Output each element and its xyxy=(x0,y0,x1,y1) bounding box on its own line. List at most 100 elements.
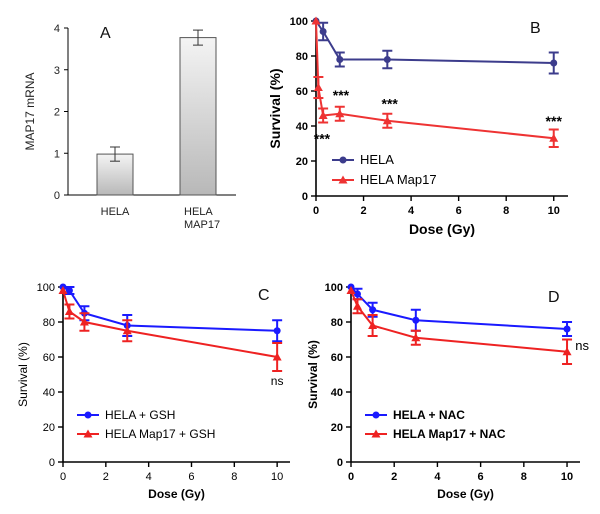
y-tick-label: 80 xyxy=(43,317,55,329)
annotation: ns xyxy=(575,338,589,353)
y-tick-label: 60 xyxy=(296,86,308,98)
y-tick-label: 2 xyxy=(54,107,60,119)
data-point xyxy=(369,306,377,314)
data-point xyxy=(353,290,361,298)
data-point xyxy=(311,16,321,25)
y-tick-label: 20 xyxy=(296,156,308,168)
data-point xyxy=(335,109,345,118)
data-point xyxy=(318,111,328,119)
y-tick-label: 20 xyxy=(331,422,343,434)
data-point xyxy=(346,286,356,294)
x-tick-label: 0 xyxy=(348,471,354,483)
data-point xyxy=(65,287,73,294)
x-tick-label: 6 xyxy=(456,205,462,217)
bar xyxy=(179,37,217,196)
y-tick-label: 0 xyxy=(302,191,308,203)
data-point xyxy=(58,286,68,294)
data-point xyxy=(272,352,282,361)
data-point xyxy=(64,307,74,315)
panel-d-survival-nac-chart: 0 20 40 60 80 100 0 2 4 6 8 10 Dose (Gy) Survival (%)… xyxy=(306,282,590,501)
x-tick-label: 2 xyxy=(360,205,366,217)
legend-marker xyxy=(339,156,347,164)
legend-label: HELA Map17 + GSH xyxy=(105,427,215,441)
legend-marker xyxy=(84,411,92,419)
y-tick-label: 100 xyxy=(290,16,308,28)
y-tick-label: 0 xyxy=(54,190,60,202)
legend-label: HELA + GSH xyxy=(105,408,175,422)
y-tick-label: 40 xyxy=(296,121,308,133)
legend-label: HELA Map17 + NAC xyxy=(393,427,506,441)
data-point xyxy=(368,321,378,329)
y-tick-label: 0 xyxy=(337,457,343,469)
y-axis-label: Survival (%) xyxy=(16,342,30,407)
y-tick-label: 20 xyxy=(43,422,55,434)
data-point xyxy=(383,56,391,63)
x-axis-label: Dose (Gy) xyxy=(437,487,494,501)
data-point xyxy=(412,316,420,324)
x-tick-label: 8 xyxy=(503,205,509,217)
annotation: *** xyxy=(546,113,563,129)
series-line xyxy=(315,20,554,140)
legend-marker xyxy=(338,175,348,184)
y-tick-label: 3 xyxy=(54,65,60,77)
legend-label: HELA Map17 xyxy=(360,172,437,187)
x-axis-label: Dose (Gy) xyxy=(148,487,205,501)
legend-marker xyxy=(371,429,381,438)
x-tick-label: 6 xyxy=(478,471,484,483)
legend-marker xyxy=(372,411,380,419)
x-tick-label: 8 xyxy=(231,471,237,483)
x-tick-label: 4 xyxy=(434,471,441,483)
data-point xyxy=(79,317,89,326)
data-point xyxy=(550,59,558,67)
y-tick-label: 100 xyxy=(37,282,55,294)
x-axis-label: Dose (Gy) xyxy=(409,221,475,237)
series-line xyxy=(315,20,554,64)
y-tick-label: 40 xyxy=(43,387,55,399)
panel-label: B xyxy=(530,20,541,37)
data-point xyxy=(411,333,421,342)
x-tick-label: 0 xyxy=(60,471,66,483)
data-point xyxy=(313,83,323,91)
x-tick-label: 2 xyxy=(391,471,397,483)
y-tick-label: 80 xyxy=(296,51,308,63)
y-tick-label: 1 xyxy=(54,148,60,160)
annotation: *** xyxy=(382,96,399,112)
data-point xyxy=(319,28,327,35)
y-axis-label: MAP17 mRNA xyxy=(23,72,37,150)
x-tick-label: 4 xyxy=(146,471,152,483)
annotation: *** xyxy=(333,87,350,103)
data-point xyxy=(563,325,571,333)
legend-label: HELA + NAC xyxy=(393,408,465,422)
panel-b-survival-chart: 0 20 40 60 80 100 0 2 4 6 8 10 Dose (Gy) Survival (%)… xyxy=(267,16,568,237)
x-category-label: HELA xyxy=(184,206,213,218)
panel-c-survival-gsh-chart: 0 20 40 60 80 100 0 2 4 6 8 10 Dose (Gy) Survival (%)… xyxy=(16,282,290,501)
x-tick-label: 4 xyxy=(408,205,415,217)
y-tick-label: 0 xyxy=(49,457,55,469)
x-tick-label: 10 xyxy=(271,471,283,483)
x-tick-label: 2 xyxy=(103,471,109,483)
data-point xyxy=(562,347,572,356)
series-line xyxy=(350,290,568,353)
x-tick-label: 10 xyxy=(548,205,560,217)
y-tick-label: 60 xyxy=(331,352,343,364)
x-tick-label: 6 xyxy=(188,471,194,483)
y-tick-label: 60 xyxy=(43,352,55,364)
x-tick-label: 8 xyxy=(521,471,527,483)
panel-label: D xyxy=(548,289,560,306)
data-point xyxy=(122,326,132,335)
x-category-label: MAP17 xyxy=(184,219,220,231)
y-tick-label: 80 xyxy=(331,317,343,329)
panel-label: A xyxy=(100,25,111,42)
x-tick-label: 0 xyxy=(313,205,319,217)
series-line xyxy=(62,290,278,358)
panel-label: C xyxy=(258,287,270,304)
x-category-label: HELA xyxy=(101,206,130,218)
y-tick-label: 4 xyxy=(54,23,60,35)
legend-label: HELA xyxy=(360,152,394,167)
y-axis-label: Survival (%) xyxy=(306,340,320,409)
series-line xyxy=(350,286,568,330)
y-axis-label: Survival (%) xyxy=(267,68,283,148)
annotation: ns xyxy=(271,374,284,388)
legend-marker xyxy=(83,429,93,438)
